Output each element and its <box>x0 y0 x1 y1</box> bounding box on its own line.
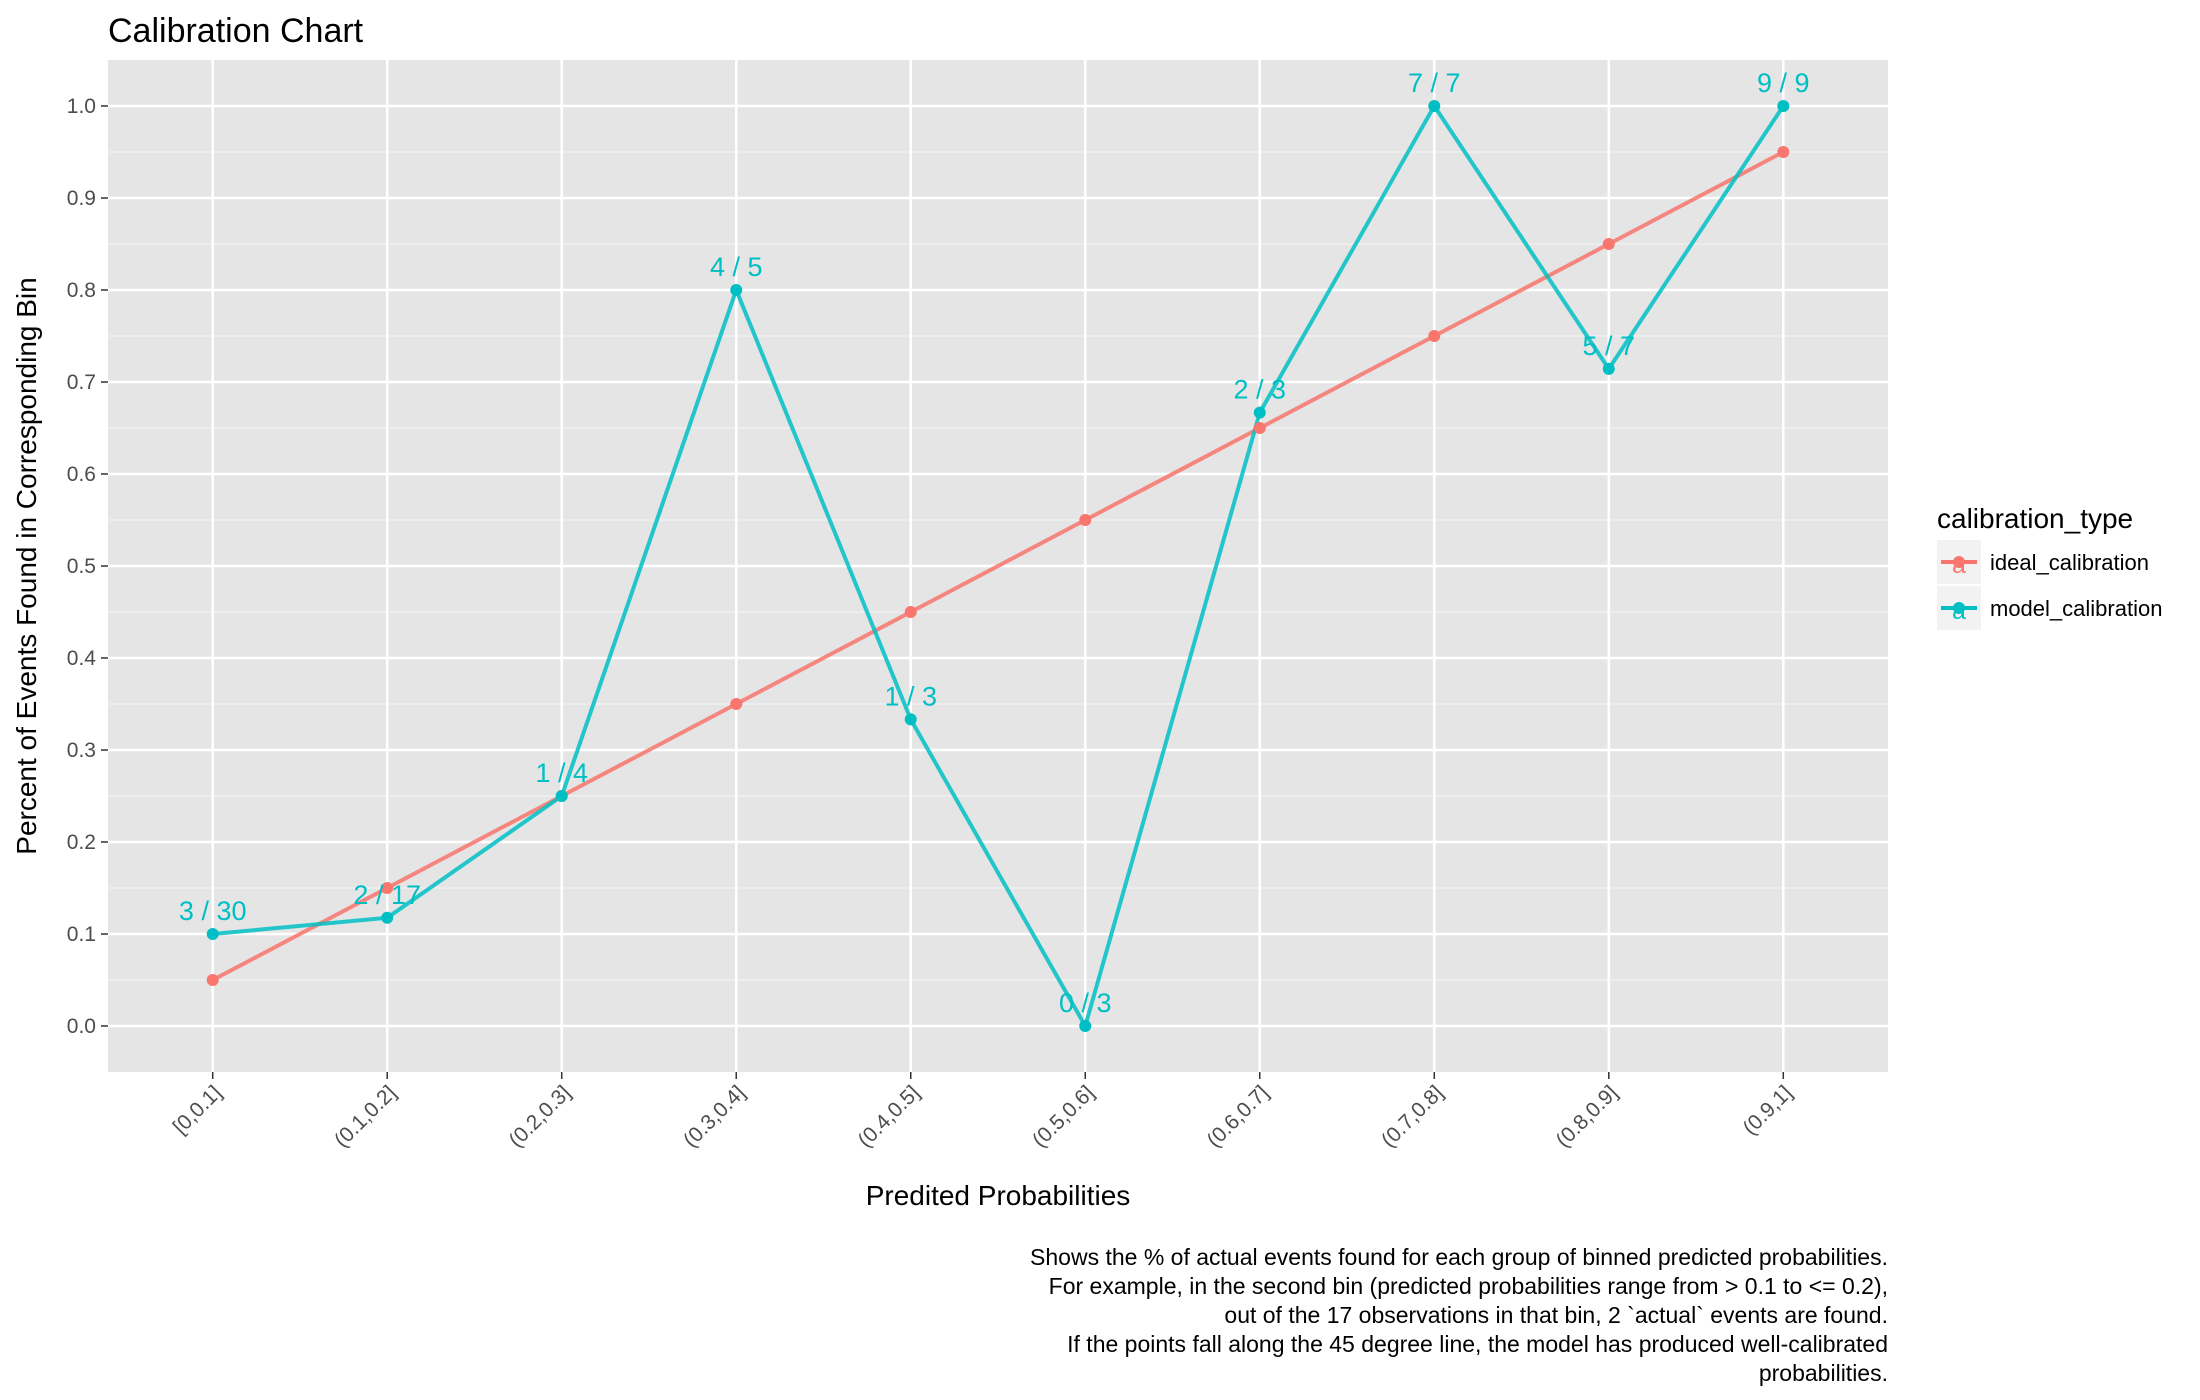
y-tick-label: 0.9 <box>67 187 96 210</box>
chart-title: Calibration Chart <box>108 12 364 50</box>
point-count-label: 0 / 3 <box>1059 988 1112 1018</box>
y-tick-label: 0.8 <box>67 279 96 302</box>
point-count-label: 1 / 3 <box>884 681 937 711</box>
y-tick-label: 0.7 <box>67 371 96 394</box>
x-tick-label: (0.1,0.2] <box>330 1081 401 1152</box>
y-tick-label: 0.3 <box>67 739 96 762</box>
point-count-label: 2 / 3 <box>1233 375 1286 405</box>
caption-line: Shows the % of actual events found for e… <box>1030 1244 1888 1270</box>
ideal-calibration-point <box>1428 330 1441 342</box>
point-count-label: 3 / 30 <box>179 896 247 926</box>
legend-item-model-calibration: a model_calibration <box>1937 586 2162 630</box>
caption: Shows the % of actual events found for e… <box>1030 1244 1888 1386</box>
y-tick-label: 0.6 <box>67 463 96 486</box>
ideal-calibration-point <box>1777 146 1790 158</box>
legend-key-point <box>1953 602 1965 614</box>
legend-key-glyph: a <box>1952 597 1966 625</box>
point-labels: 3 / 30 2 / 17 1 / 4 4 / 5 1 / 3 0 / 3 2 / 3 7 /… <box>179 68 1810 1018</box>
ideal-calibration-point <box>206 974 219 986</box>
x-tick-label: (0.5,0.6] <box>1028 1081 1099 1152</box>
ideal-calibration-point <box>1602 238 1615 250</box>
y-tick-label: 0.4 <box>67 647 97 670</box>
model-calibration-point <box>1428 100 1441 112</box>
ideal-calibration-line <box>211 150 1785 982</box>
point-count-label: 7 / 7 <box>1408 68 1461 98</box>
x-tick-label: (0.4,0.5] <box>854 1081 925 1152</box>
x-tick-label: [0,0.1] <box>169 1081 227 1139</box>
point-count-label: 4 / 5 <box>710 252 763 282</box>
model-calibration-point <box>1079 1020 1092 1032</box>
y-tick-label: 1.0 <box>67 95 96 118</box>
y-tick-label: 0.5 <box>67 555 96 578</box>
x-tick-label: (0.9,1] <box>1738 1081 1796 1139</box>
point-count-label: 9 / 9 <box>1757 68 1810 98</box>
ideal-calibration-point <box>381 882 394 894</box>
model-calibration-point <box>1602 362 1615 375</box>
point-count-label: 2 / 17 <box>353 880 421 910</box>
y-tick-label: 0.1 <box>67 923 96 946</box>
y-tick-label: 0.0 <box>67 1015 96 1038</box>
legend-key-glyph: a <box>1952 551 1966 579</box>
y-axis-ticks: 0.0 0.1 0.2 0.3 0.4 0.5 0.6 0.7 0.8 0.9 1.0 <box>67 95 108 1038</box>
legend-key-point <box>1953 556 1965 568</box>
model-calibration-point <box>555 790 568 802</box>
ideal-calibration-point <box>1253 422 1266 434</box>
x-axis-ticks: [0,0.1] (0.1,0.2] (0.2,0.3] (0.3,0.4] (0.4,0… <box>169 1072 1797 1152</box>
x-axis-title: Predited Probabilities <box>866 1180 1131 1211</box>
x-tick-label: (0.3,0.4] <box>679 1081 750 1152</box>
ideal-calibration-point <box>730 698 743 710</box>
model-calibration-point <box>206 928 219 940</box>
model-calibration-line <box>212 104 1785 1028</box>
caption-line: For example, in the second bin (predicte… <box>1049 1273 1888 1299</box>
model-calibration-point <box>381 911 394 924</box>
model-calibration-point <box>904 713 917 726</box>
point-count-label: 5 / 7 <box>1583 331 1636 361</box>
series-layer <box>206 100 1790 1032</box>
grid-lines <box>108 60 1888 1072</box>
legend-label: ideal_calibration <box>1990 550 2149 575</box>
model-calibration-point <box>1253 406 1266 419</box>
legend-title: calibration_type <box>1937 503 2133 534</box>
legend-item-ideal-calibration: a ideal_calibration <box>1937 540 2149 584</box>
x-tick-label: (0.6,0.7] <box>1203 1081 1274 1152</box>
model-calibration-point <box>1777 100 1790 112</box>
caption-line: If the points fall along the 45 degree l… <box>1067 1331 1888 1357</box>
caption-line: out of the 17 observations in that bin, … <box>1224 1302 1888 1328</box>
x-tick-label: (0.8,0.9] <box>1552 1081 1623 1152</box>
y-tick-label: 0.2 <box>67 831 96 854</box>
x-tick-label: (0.2,0.3] <box>505 1081 576 1152</box>
point-count-label: 1 / 4 <box>535 758 588 788</box>
x-tick-label: (0.7,0.8] <box>1377 1081 1448 1152</box>
caption-line: probabilities. <box>1759 1360 1888 1386</box>
y-axis-title: Percent of Events Found in Corresponding… <box>11 277 42 854</box>
model-calibration-point <box>730 284 743 296</box>
ideal-calibration-point <box>904 606 917 618</box>
ideal-calibration-point <box>1079 514 1092 526</box>
legend-label: model_calibration <box>1990 596 2162 621</box>
